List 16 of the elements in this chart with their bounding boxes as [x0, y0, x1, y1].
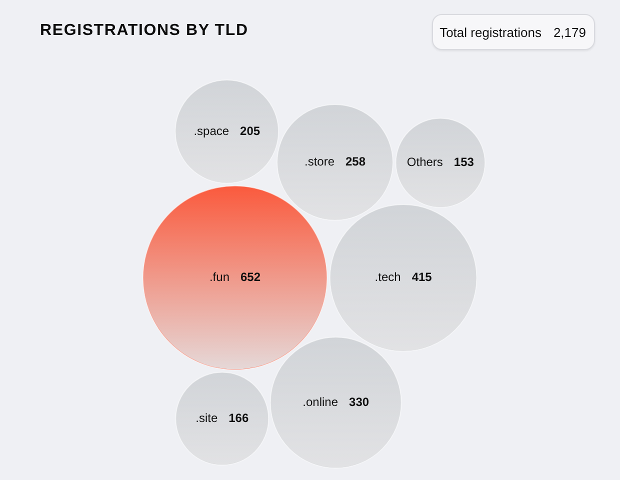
text: REGISTRATIONS BY TLD — [40, 22, 248, 40]
data-label: 166 — [228, 410, 249, 425]
category-label: .online — [302, 394, 338, 409]
text: Total registrations 2,179 — [440, 24, 586, 40]
category-label: .space — [194, 124, 230, 138]
data-label: 153 — [454, 155, 474, 170]
data-label: 205 — [240, 124, 260, 138]
category-label: Others — [406, 155, 443, 170]
data-label: 415 — [412, 270, 432, 284]
data-label: 330 — [349, 394, 370, 409]
category-label: .fun — [209, 270, 230, 284]
data-label: 258 — [346, 154, 366, 169]
category-label: .site — [196, 410, 218, 425]
category-label: .store — [304, 154, 335, 169]
data-label: 652 — [240, 270, 261, 284]
category-label: .tech — [374, 270, 401, 284]
